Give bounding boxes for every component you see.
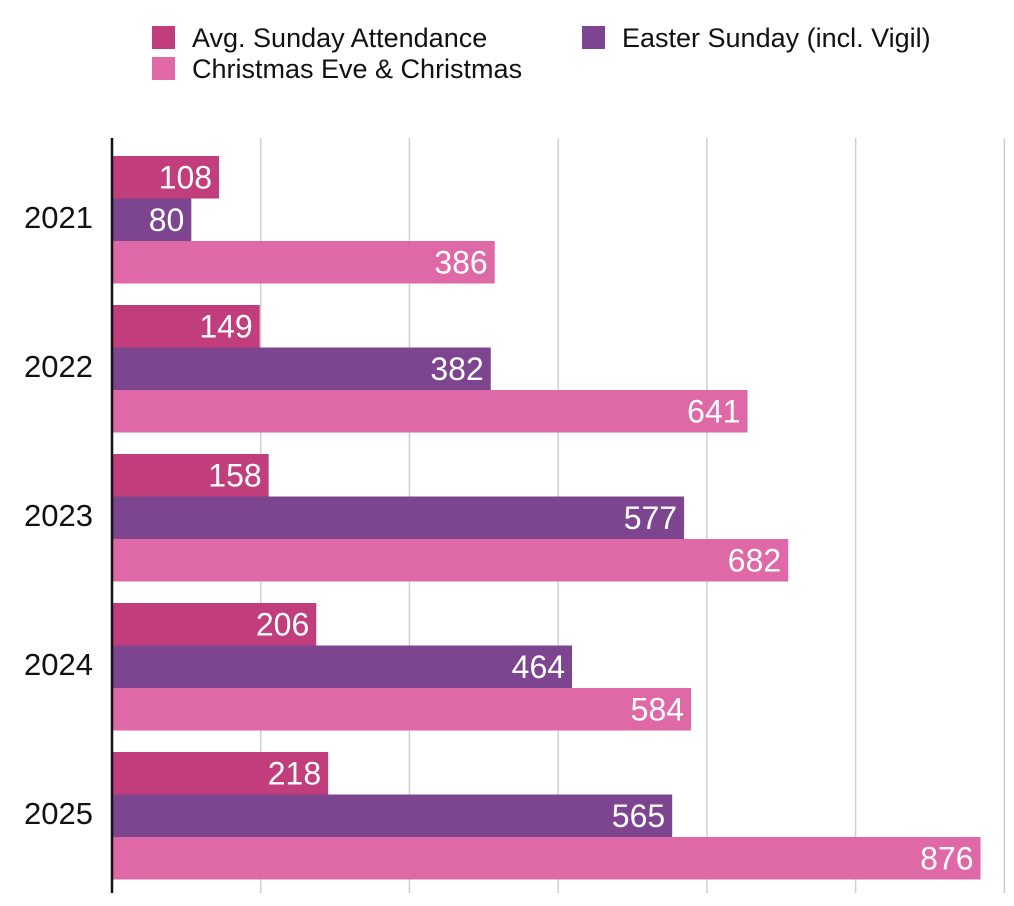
legend-item: Easter Sunday (incl. Vigil)	[582, 23, 931, 53]
legend-swatch	[152, 26, 175, 49]
data-label: 149	[199, 308, 252, 344]
year-axis-tick-labels: 2021 2022 2023 2024 2025	[24, 200, 93, 831]
data-label: 218	[268, 755, 321, 791]
legend-swatch	[152, 57, 175, 80]
data-label: 464	[512, 649, 565, 685]
data-label: 382	[430, 351, 483, 387]
data-label: 577	[624, 500, 677, 536]
data-label: 641	[687, 393, 740, 429]
data-label: 682	[728, 542, 781, 578]
bar	[112, 539, 789, 582]
bar	[112, 603, 317, 646]
bar	[112, 198, 192, 241]
y-tick-label: 2024	[24, 647, 93, 682]
y-tick-label: 2021	[24, 200, 93, 235]
data-label: 584	[631, 691, 684, 727]
bar	[112, 241, 495, 284]
legend-label: Easter Sunday (incl. Vigil)	[622, 23, 931, 53]
bar	[112, 347, 491, 390]
legend-item: Christmas Eve & Christmas	[152, 54, 522, 84]
bar	[112, 305, 260, 348]
bar	[112, 794, 673, 837]
data-label: 565	[612, 798, 665, 834]
y-tick-label: 2022	[24, 349, 93, 384]
bar	[112, 752, 329, 795]
bar	[112, 688, 692, 731]
data-label: 206	[256, 606, 309, 642]
data-label: 386	[434, 244, 487, 280]
data-label: 80	[149, 202, 185, 238]
data-label: 108	[159, 159, 212, 195]
legend-item: Avg. Sunday Attendance	[152, 23, 487, 53]
bar-series-group: 108 80 386 149 382 641 158 577 682 206 464 584 218 56…	[112, 156, 981, 880]
legend-label: Christmas Eve & Christmas	[192, 54, 522, 84]
legend-swatch	[582, 26, 605, 49]
bar	[112, 645, 573, 688]
bar	[112, 454, 269, 497]
data-label: 876	[920, 840, 973, 876]
y-tick-label: 2023	[24, 498, 93, 533]
chart-legend: Avg. Sunday Attendance Easter Sunday (inc…	[152, 23, 931, 84]
bar	[112, 496, 685, 539]
bar	[112, 837, 981, 880]
bar	[112, 156, 220, 199]
legend-label: Avg. Sunday Attendance	[192, 23, 487, 53]
bar	[112, 390, 748, 433]
y-tick-label: 2025	[24, 796, 93, 831]
data-label: 158	[208, 457, 261, 493]
